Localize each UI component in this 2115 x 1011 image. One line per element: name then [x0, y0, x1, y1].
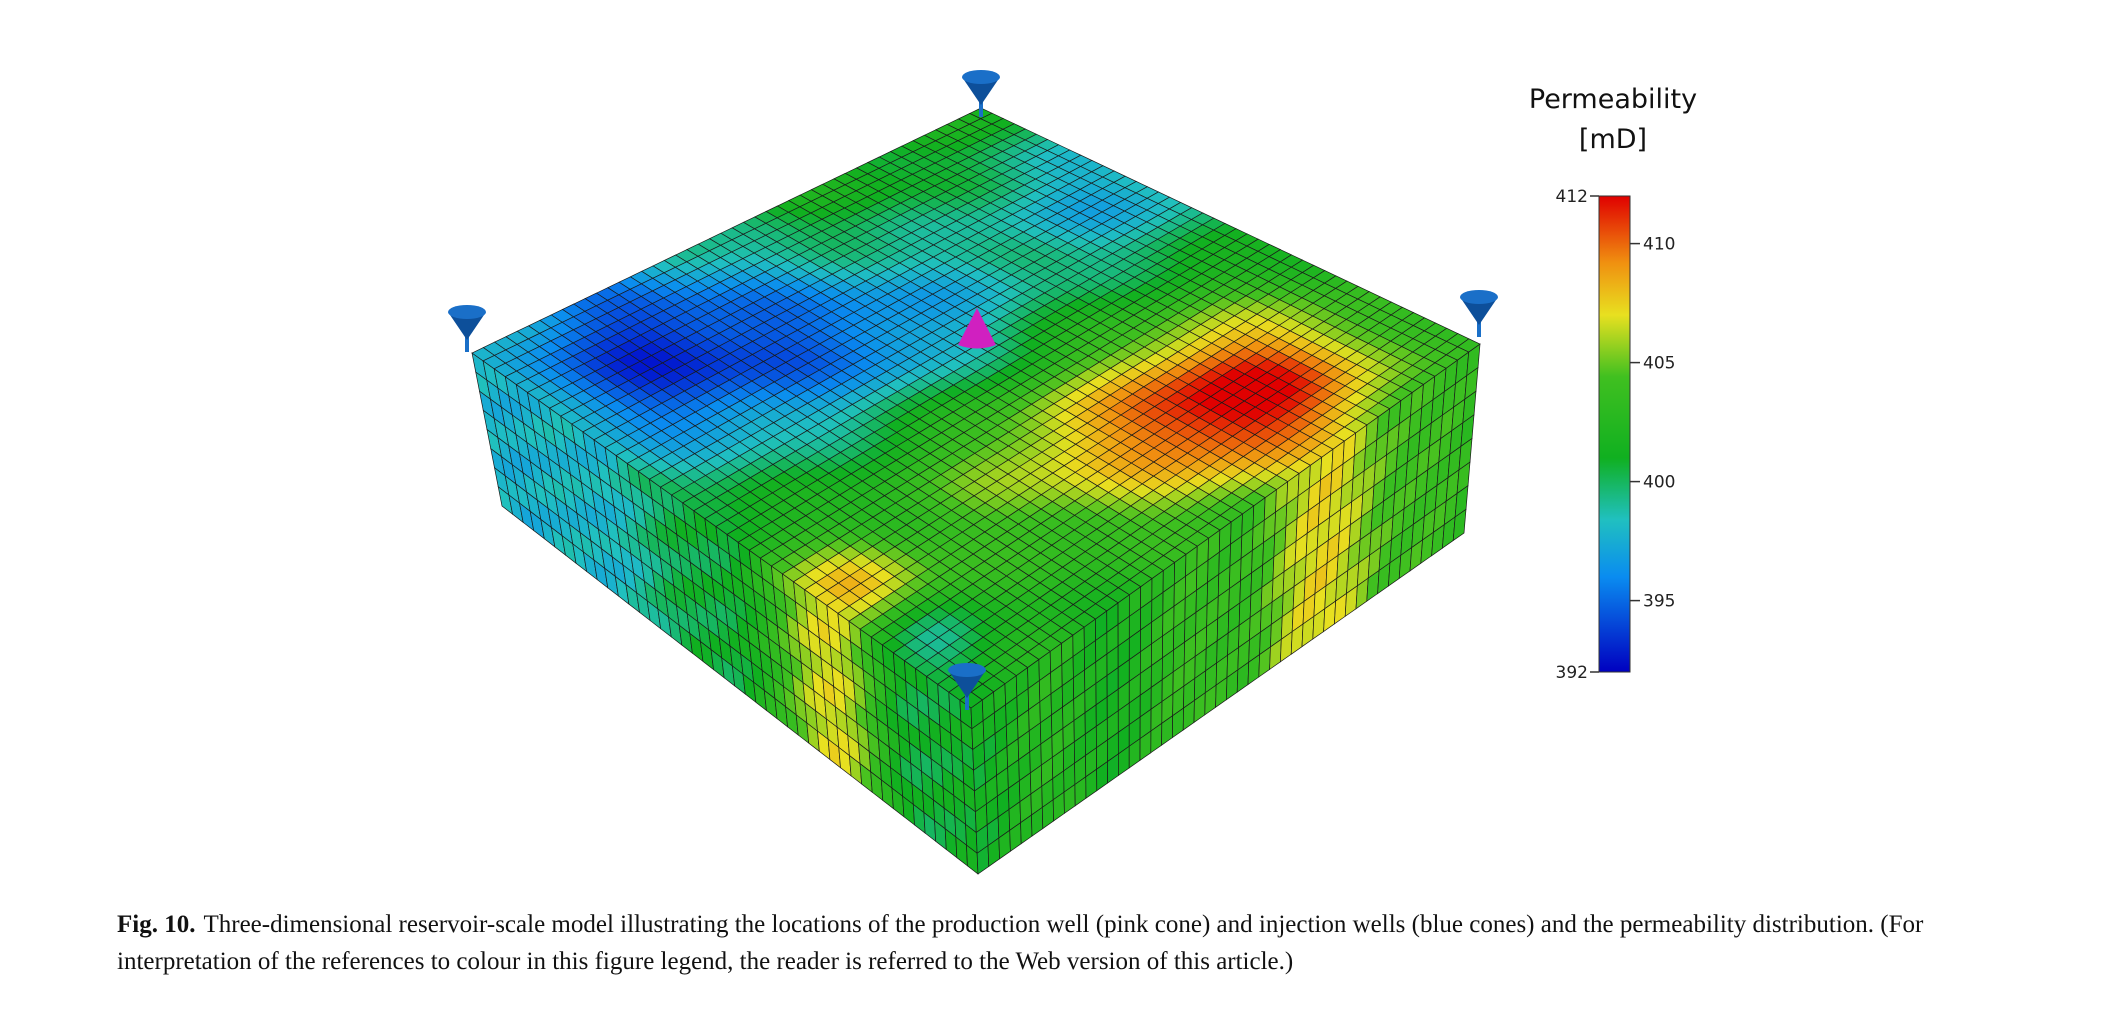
tick-label: 392: [1556, 663, 1588, 683]
tick-label: 412: [1556, 187, 1588, 207]
well-cone: [948, 670, 986, 698]
figure: Permeability [mD] 412 392 410 405 400 395: [448, 70, 1697, 875]
caption-label: Fig. 10.: [117, 911, 196, 938]
well-cone: [962, 77, 1000, 105]
caption: Fig. 10. Three-dimensional reservoir-scal…: [117, 906, 2037, 980]
well-cone-top: [962, 70, 1000, 84]
well-cone-top: [448, 305, 486, 319]
production-well: [958, 308, 996, 349]
well-cone-top: [1460, 290, 1498, 304]
colorbar: [1598, 195, 1631, 673]
well-cone: [1460, 297, 1498, 325]
tick-label: 395: [1643, 592, 1675, 612]
caption-text: Three-dimensional reservoir-scale model …: [117, 911, 1924, 975]
tick-label: 410: [1643, 235, 1675, 255]
tick-label: 405: [1643, 354, 1675, 374]
reservoir-model: [448, 70, 1498, 875]
colorbar-title: Permeability: [1529, 84, 1697, 115]
tick-label: 400: [1643, 473, 1675, 493]
grid-cell: [1452, 508, 1467, 542]
colorbar-ticks: 412 392 410 405 400 395: [1556, 187, 1676, 683]
colorbar-unit: [mD]: [1579, 124, 1647, 155]
well-cone: [448, 312, 486, 340]
well-cone-top: [948, 663, 986, 677]
